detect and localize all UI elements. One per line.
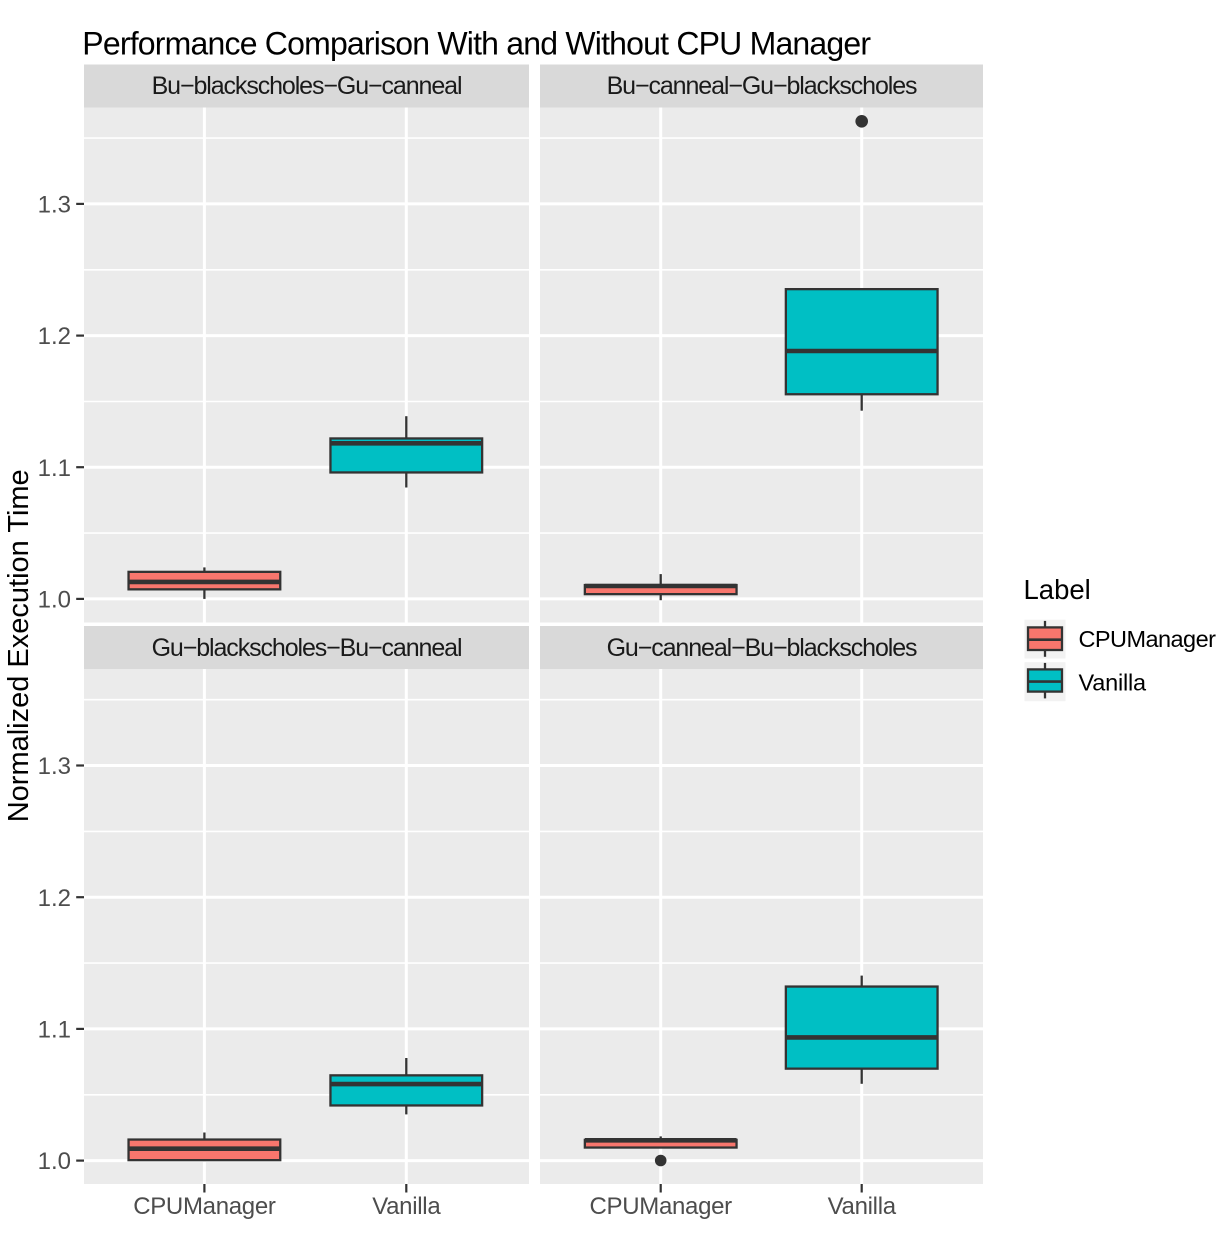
svg-text:Vanilla: Vanilla <box>1079 669 1148 695</box>
svg-text:Gu−blackscholes−Bu−canneal: Gu−blackscholes−Bu−canneal <box>152 634 462 662</box>
svg-text:Performance Comparison With an: Performance Comparison With and Without … <box>82 25 871 61</box>
svg-text:Normalized Execution Time: Normalized Execution Time <box>3 469 35 822</box>
svg-text:CPUManager: CPUManager <box>1079 626 1217 652</box>
svg-text:1.0: 1.0 <box>38 587 71 614</box>
svg-text:1.2: 1.2 <box>38 323 71 350</box>
svg-text:1.1: 1.1 <box>38 455 71 482</box>
svg-text:Vanilla: Vanilla <box>372 1193 441 1220</box>
svg-text:Bu−blackscholes−Gu−canneal: Bu−blackscholes−Gu−canneal <box>152 72 462 100</box>
svg-text:1.2: 1.2 <box>38 885 71 912</box>
svg-text:1.1: 1.1 <box>38 1017 71 1044</box>
svg-text:Vanilla: Vanilla <box>828 1193 897 1220</box>
svg-text:1.3: 1.3 <box>38 192 71 219</box>
svg-text:CPUManager: CPUManager <box>589 1193 732 1220</box>
svg-text:Gu−canneal−Bu−blackscholes: Gu−canneal−Bu−blackscholes <box>607 634 917 662</box>
svg-text:Bu−canneal−Gu−blackscholes: Bu−canneal−Gu−blackscholes <box>607 72 917 100</box>
svg-text:Label: Label <box>1024 574 1091 605</box>
svg-text:1.3: 1.3 <box>38 753 71 780</box>
svg-text:1.0: 1.0 <box>38 1148 71 1175</box>
svg-text:CPUManager: CPUManager <box>133 1193 276 1220</box>
